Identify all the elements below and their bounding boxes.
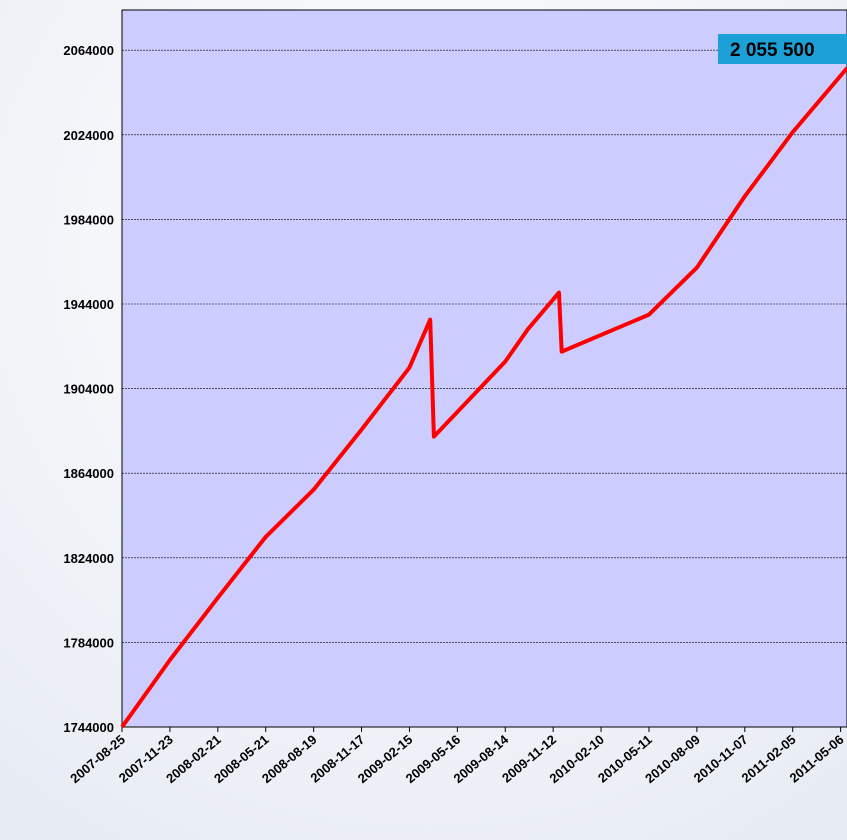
y-tick-label: 1784000 xyxy=(63,635,114,650)
annotation-box xyxy=(718,34,847,64)
y-tick-label: 1984000 xyxy=(63,212,114,227)
data-line xyxy=(120,66,847,729)
y-tick-label: 1904000 xyxy=(63,382,114,397)
y-tick-label: 1744000 xyxy=(63,720,114,735)
y-tick-label: 2064000 xyxy=(63,43,114,58)
y-tick-label: 1944000 xyxy=(63,297,114,312)
plot-area xyxy=(121,9,847,728)
y-tick-label: 1864000 xyxy=(63,466,114,481)
y-tick-label: 2024000 xyxy=(63,128,114,143)
y-tick-label: 1824000 xyxy=(63,551,114,566)
annotation: 2 055 500 xyxy=(730,40,815,61)
